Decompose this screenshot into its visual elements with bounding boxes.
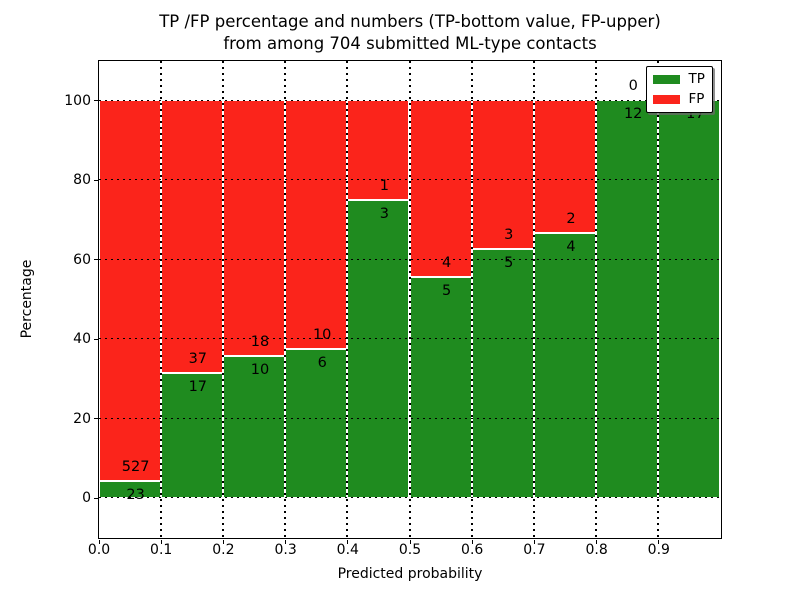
legend-swatch-fp [652, 94, 680, 104]
v-gridline [595, 60, 598, 538]
fp-count-annotation: 37 [188, 350, 208, 367]
v-gridline [284, 60, 287, 538]
x-tick [160, 539, 162, 544]
x-tick [471, 539, 473, 544]
bar-tp-segment [285, 348, 348, 498]
legend: TP FP [645, 65, 713, 113]
x-axis-label: Predicted probability [337, 566, 483, 582]
y-tick-label: 60 [73, 251, 91, 268]
x-tick [533, 539, 535, 544]
legend-label-tp: TP [688, 71, 705, 87]
fp-count-annotation: 3 [504, 227, 514, 244]
bar-tp-segment [409, 276, 472, 498]
v-gridline [159, 60, 162, 538]
tp-count-annotation: 6 [317, 354, 327, 371]
x-tick-label: 0.5 [398, 542, 422, 558]
x-tick-label: 0.7 [523, 542, 546, 558]
y-tick-label: 40 [73, 331, 91, 348]
fp-count-annotation: 4 [441, 254, 452, 271]
tp-count-annotation: 4 [566, 238, 576, 255]
fp-count-annotation: 18 [250, 333, 270, 350]
x-tick-label: 0.0 [87, 542, 111, 558]
bar-fp-segment [285, 100, 348, 349]
fp-count-annotation: 10 [312, 326, 332, 343]
h-gridline [98, 338, 721, 340]
fp-count-annotation: 1 [379, 177, 390, 194]
v-gridline [221, 60, 224, 538]
bar-fp-segment [160, 100, 223, 373]
bar-fp-segment [98, 100, 161, 482]
tp-count-annotation: 17 [188, 378, 208, 395]
chart-title-line-1: TP /FP percentage and numbers (TP-bottom… [159, 12, 661, 31]
bar-tp-segment [160, 372, 223, 498]
v-gridline [346, 60, 349, 538]
bar-fp-segment [533, 100, 597, 233]
x-tick [409, 539, 411, 544]
v-gridline [408, 60, 411, 538]
tp-count-annotation: 23 [126, 487, 145, 504]
x-tick-label: 0.4 [336, 542, 359, 558]
legend-item: FP [652, 91, 706, 107]
x-tick-label: 0.8 [585, 542, 608, 558]
legend-item: TP [652, 71, 706, 87]
v-gridline [532, 60, 535, 538]
y-tick [93, 100, 98, 102]
x-tick [658, 539, 660, 544]
x-tick [98, 539, 100, 544]
bar-tp-segment [347, 199, 410, 498]
bar-tp-segment [533, 232, 597, 498]
legend-swatch-tp [652, 74, 680, 84]
tp-count-annotation: 5 [504, 255, 514, 272]
x-tick-label: 0.9 [647, 542, 670, 558]
y-tick [93, 497, 98, 499]
bar-tp-segment [471, 249, 534, 498]
bar-tp-segment [658, 100, 721, 498]
bar-fp-segment [409, 100, 472, 277]
bar-fp-segment [222, 100, 286, 356]
fp-count-annotation: 0 [628, 78, 638, 95]
bar-fp-segment [347, 100, 410, 200]
h-gridline [98, 258, 721, 260]
x-tick-label: 0.3 [274, 542, 297, 558]
x-tick [222, 539, 224, 544]
x-tick [347, 539, 349, 544]
plot-area: 527233717181010613453524012017TPFP [97, 59, 722, 539]
legend-label-fp: FP [688, 91, 705, 107]
h-gridline [98, 417, 721, 419]
y-tick-label: 20 [73, 410, 91, 427]
v-gridline [657, 60, 660, 538]
bar-fp-segment [471, 100, 534, 250]
tp-count-annotation: 12 [623, 106, 643, 123]
y-tick-label: 100 [64, 92, 91, 109]
x-tick-label: 0.2 [212, 542, 235, 558]
x-tick-label: 0.6 [461, 542, 484, 558]
tp-count-annotation: 3 [379, 205, 390, 222]
x-tick [596, 539, 598, 544]
y-tick [93, 338, 98, 340]
y-tick-label: 80 [73, 172, 91, 189]
fp-count-annotation: 2 [566, 210, 576, 227]
tp-count-annotation: 10 [250, 361, 270, 378]
x-tick [285, 539, 287, 544]
v-gridline [470, 60, 473, 538]
chart-title-line-2: from among 704 submitted ML-type contact… [223, 34, 597, 53]
h-gridline [98, 99, 721, 101]
bar-tp-segment [596, 100, 659, 498]
bar-tp-segment [222, 355, 286, 498]
h-gridline [98, 179, 721, 181]
tp-count-annotation: 5 [441, 282, 452, 299]
y-axis-label: Percentage [19, 259, 35, 339]
h-gridline [98, 497, 721, 499]
y-tick-label: 0 [82, 490, 91, 507]
x-tick-label: 0.1 [150, 542, 173, 558]
fp-count-annotation: 527 [121, 459, 150, 476]
y-tick [93, 418, 98, 420]
y-tick [93, 179, 98, 181]
y-tick [93, 259, 98, 261]
